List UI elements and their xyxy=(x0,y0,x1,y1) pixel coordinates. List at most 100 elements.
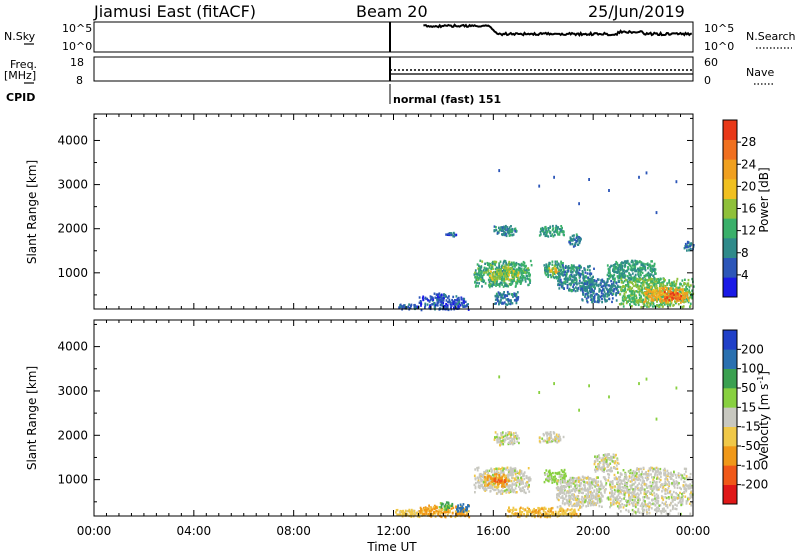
range-gate-cell xyxy=(643,482,646,486)
range-gate-cell xyxy=(688,286,691,289)
range-gate-cell xyxy=(637,287,640,290)
range-gate-cell xyxy=(511,280,514,283)
range-gate-cell xyxy=(498,262,501,265)
range-gate-cell xyxy=(636,492,639,495)
range-gate-cell xyxy=(619,487,621,490)
range-gate-cell xyxy=(678,482,680,485)
range-gate-cell xyxy=(499,274,501,278)
range-gate-cell xyxy=(583,501,585,504)
range-gate-cell xyxy=(651,260,653,263)
range-gate-cell xyxy=(631,292,633,295)
range-gate-cell xyxy=(679,486,681,490)
range-gate-cell xyxy=(620,479,623,482)
range-gate-cell xyxy=(591,288,593,291)
range-gate-cell xyxy=(667,473,669,476)
range-gate-cell xyxy=(497,437,500,441)
range-gate-cell xyxy=(477,479,480,482)
range-gate-cell xyxy=(572,276,575,279)
range-gate-cell xyxy=(673,480,675,484)
range-gate-cell xyxy=(398,307,401,310)
range-gate-cell xyxy=(567,267,570,270)
range-gate-cell xyxy=(611,283,613,286)
range-gate-cell xyxy=(561,284,564,287)
range-gate-cell xyxy=(496,298,499,301)
range-gate-cell xyxy=(550,436,553,440)
range-gate-cell xyxy=(551,440,554,443)
range-gate-cell xyxy=(500,293,503,296)
range-gate-cell xyxy=(606,288,608,291)
range-gate-cell xyxy=(675,279,678,283)
range-gate-cell xyxy=(664,478,667,481)
range-gate-cell xyxy=(517,276,519,279)
range-gate-cell xyxy=(663,294,666,297)
range-gate-cell xyxy=(557,437,559,440)
range-gate-cell xyxy=(584,268,586,272)
range-gate-cell xyxy=(606,295,608,298)
range-gate-cell xyxy=(405,510,408,513)
range-gate-cell xyxy=(476,273,479,276)
range-gate-cell xyxy=(559,486,562,489)
range-gate-cell xyxy=(625,284,627,287)
range-gate-cell xyxy=(611,300,613,304)
range-gate-cell xyxy=(544,272,547,275)
range-gate-cell xyxy=(677,496,679,500)
range-gate-cell xyxy=(418,296,421,299)
range-gate-cell xyxy=(617,289,619,292)
range-gate-cell xyxy=(591,278,593,281)
range-gate-cell xyxy=(593,267,595,270)
range-gate-cell xyxy=(658,508,660,511)
range-gate-cell xyxy=(675,287,678,291)
range-gate-cell xyxy=(595,279,598,283)
range-gate-cell xyxy=(654,467,657,470)
range-gate-cell xyxy=(504,264,507,267)
range-gate-cell xyxy=(442,299,445,302)
range-gate-cell xyxy=(658,278,661,282)
range-gate-cell xyxy=(510,433,513,436)
range-gate-cell xyxy=(608,269,610,273)
range-gate-cell xyxy=(411,512,414,515)
range-gate-cell xyxy=(640,290,643,293)
range-gate-cell xyxy=(561,230,564,234)
range-gate-cell xyxy=(651,277,654,281)
range-gate-cell xyxy=(641,485,643,488)
range-gate-cell xyxy=(439,303,442,307)
range-gate-cell xyxy=(565,498,568,501)
range-gate-cell xyxy=(466,303,468,307)
range-gate-cell xyxy=(623,476,626,480)
range-gate-cell xyxy=(654,277,656,280)
range-gate-cell xyxy=(611,482,614,485)
range-gate-cell xyxy=(601,279,604,283)
range-gate-cell xyxy=(552,224,554,228)
range-gate-cell xyxy=(507,479,510,483)
range-gate-cell xyxy=(495,228,498,232)
range-gate-cell xyxy=(562,470,564,473)
range-gate-cell xyxy=(620,473,623,476)
range-gate-cell xyxy=(476,275,478,278)
range-gate-cell xyxy=(593,296,596,299)
range-gate-cell xyxy=(453,235,455,238)
range-gate-cell xyxy=(490,470,493,474)
range-gate-cell xyxy=(616,487,619,490)
range-gate-cell xyxy=(611,486,614,489)
range-gate-cell xyxy=(628,470,631,473)
range-gate-cell xyxy=(467,510,470,513)
range-gate-cell xyxy=(523,490,526,494)
range-gate-cell xyxy=(576,495,578,498)
range-gate-cell xyxy=(646,291,649,294)
range-gate-cell xyxy=(518,270,521,273)
range-gate-cell xyxy=(619,475,622,479)
range-gate-cell xyxy=(512,273,514,277)
range-gate-cell xyxy=(474,486,477,490)
range-gate-cell xyxy=(423,508,426,512)
range-gate-cell xyxy=(680,478,683,481)
range-gate-cell xyxy=(464,510,467,513)
range-gate-cell xyxy=(579,264,582,268)
range-gate-cell xyxy=(597,476,599,479)
range-gate-cell xyxy=(640,475,642,478)
range-gate-cell xyxy=(578,202,580,206)
range-gate-cell xyxy=(680,487,682,491)
range-gate-cell xyxy=(522,482,525,485)
range-gate-cell xyxy=(512,469,515,472)
range-gate-cell xyxy=(428,508,431,512)
range-gate-cell xyxy=(639,278,641,281)
